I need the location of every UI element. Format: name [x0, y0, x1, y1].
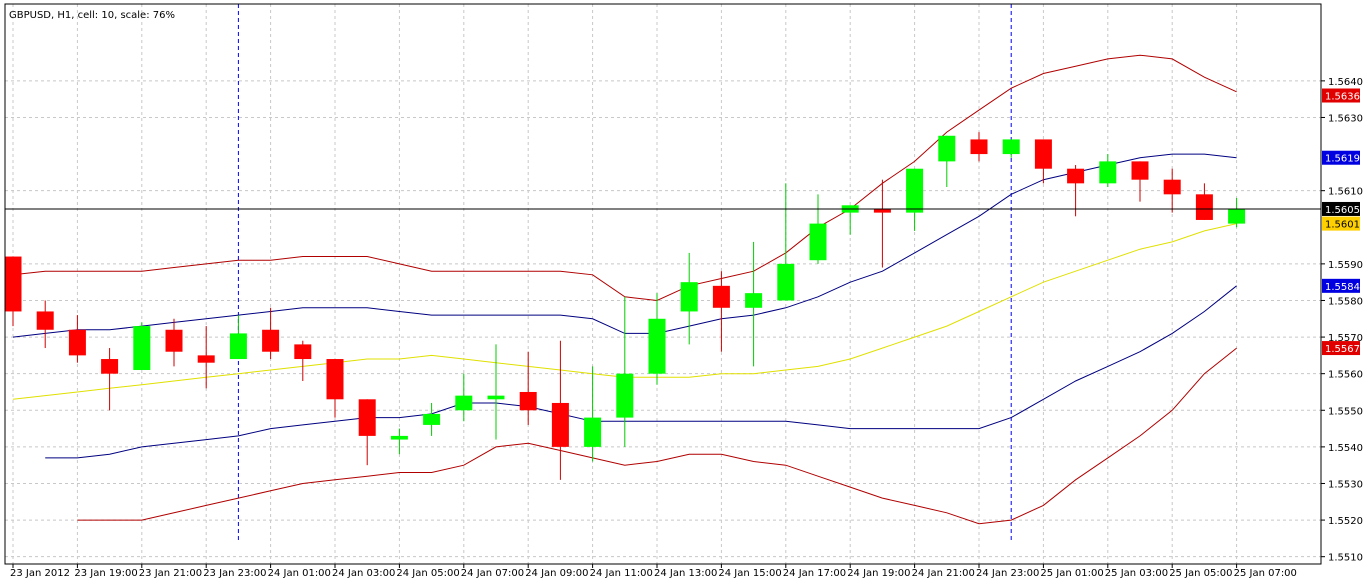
price-marker-bg: [1322, 216, 1360, 231]
candle-body-bear: [36, 311, 54, 330]
candle-body-bull: [745, 293, 763, 308]
candle-body-bull: [777, 263, 795, 301]
y-tick-label: 1.5590: [1328, 260, 1363, 271]
x-tick-label: 24 Jan 09:00: [525, 568, 588, 579]
candle-body-bull: [455, 395, 473, 411]
candle-body-bull: [229, 333, 247, 360]
price-marker-label: 1.5636: [1325, 92, 1360, 103]
chart-title: GBPUSD, H1, cell: 10, scale: 76%: [9, 10, 175, 21]
price-marker-bg: [1322, 88, 1360, 103]
candle-body-bear: [68, 329, 86, 356]
x-tick-label: 23 Jan 2012: [10, 568, 70, 579]
y-tick-label: 1.5610: [1328, 187, 1363, 198]
candle-body-bull: [616, 373, 634, 418]
x-tick-label: 24 Jan 05:00: [396, 568, 459, 579]
price-marker-label: 1.5584: [1325, 282, 1360, 293]
candle-body-bull: [906, 168, 924, 213]
candle-body-bear: [1163, 179, 1181, 195]
plot-frame: [4, 3, 1322, 565]
x-tick-label: 25 Jan 07:00: [1234, 568, 1297, 579]
candle-body-bear: [165, 329, 183, 352]
x-tick-label: 23 Jan 21:00: [139, 568, 202, 579]
price-marker-bg: [1322, 201, 1360, 216]
candle-body-bull: [584, 417, 602, 447]
candle-body-bull: [1099, 161, 1117, 184]
candles: [4, 132, 1246, 480]
series-lower_outer-line: [77, 347, 1237, 525]
x-tick-label: 24 Jan 21:00: [912, 568, 975, 579]
candle-body-bear: [197, 355, 215, 363]
y-tick-label: 1.5630: [1328, 113, 1363, 124]
indicator-lines: [12, 54, 1237, 525]
series-lower_inner-line: [45, 285, 1237, 459]
price-marker-label: 1.5601: [1325, 220, 1360, 231]
price-marker-bg: [1322, 278, 1360, 293]
candle-body-bear: [326, 359, 344, 400]
x-tick-label: 24 Jan 11:00: [590, 568, 653, 579]
y-tick-label: 1.5640: [1328, 77, 1363, 88]
candle-body-bull: [938, 135, 956, 162]
candle-body-bear: [712, 285, 730, 308]
candle-body-bull: [487, 395, 505, 400]
candle-body-bull: [648, 318, 666, 374]
y-tick-label: 1.5520: [1328, 516, 1363, 527]
candle-body-bull: [680, 282, 698, 312]
candle-body-bull: [809, 223, 827, 261]
x-tick-label: 24 Jan 19:00: [847, 568, 910, 579]
grid-lines: [5, 4, 1321, 564]
y-tick-label: 1.5550: [1328, 406, 1363, 417]
x-tick-label: 24 Jan 13:00: [654, 568, 717, 579]
price-marker-bg: [1322, 341, 1360, 356]
candle-body-bull: [423, 413, 441, 425]
candle-body-bull: [1002, 139, 1020, 155]
candle-body-bear: [1067, 168, 1085, 184]
price-marker-label: 1.5567: [1325, 344, 1360, 355]
x-tick-label: 24 Jan 17:00: [783, 568, 846, 579]
candle-body-bear: [1131, 161, 1149, 180]
price-marker-bg: [1322, 150, 1360, 165]
candle-body-bear: [519, 391, 537, 411]
price-marker-label: 1.5619: [1325, 154, 1360, 165]
candle-body-bear: [294, 344, 312, 360]
candle-body-bull: [390, 435, 408, 440]
y-tick-label: 1.5530: [1328, 479, 1363, 490]
candle-body-bull: [1228, 208, 1246, 224]
candle-body-bear: [551, 402, 569, 447]
x-tick-label: 23 Jan 19:00: [74, 568, 137, 579]
y-axis: 1.56401.56301.56101.55901.55801.55701.55…: [1321, 77, 1363, 564]
price-marker-label: 1.5605: [1325, 205, 1360, 216]
candle-body-bear: [970, 139, 988, 155]
x-tick-label: 23 Jan 23:00: [203, 568, 266, 579]
x-tick-label: 24 Jan 07:00: [461, 568, 524, 579]
y-tick-label: 1.5510: [1328, 553, 1363, 564]
x-tick-label: 24 Jan 03:00: [332, 568, 395, 579]
candle-body-bear: [1034, 139, 1052, 169]
y-tick-label: 1.5580: [1328, 296, 1363, 307]
candle-body-bear: [4, 256, 22, 312]
x-tick-label: 24 Jan 15:00: [718, 568, 781, 579]
y-tick-label: 1.5540: [1328, 443, 1363, 454]
candle-body-bear: [1195, 194, 1213, 220]
x-tick-label: 24 Jan 01:00: [268, 568, 331, 579]
candle-body-bear: [358, 399, 376, 436]
candle-body-bull: [133, 326, 151, 371]
day-separators: [237, 4, 1012, 542]
candle-body-bear: [873, 208, 891, 213]
x-tick-label: 25 Jan 05:00: [1169, 568, 1232, 579]
x-tick-label: 25 Jan 01:00: [1040, 568, 1103, 579]
y-tick-label: 1.5570: [1328, 333, 1363, 344]
y-tick-label: 1.5560: [1328, 370, 1363, 381]
x-tick-label: 24 Jan 23:00: [976, 568, 1039, 579]
x-axis: 23 Jan 2012 23 Jan 19:00 23 Jan 21:00 23 Ja…: [10, 564, 1297, 579]
candle-body-bear: [262, 329, 280, 352]
candle-body-bear: [101, 359, 119, 374]
series-upper_outer-line: [12, 54, 1237, 302]
price-markers: 1.5636 1.5619 1.5605 1.5601 1.5584 1.5567: [1322, 88, 1360, 356]
x-tick-label: 25 Jan 03:00: [1105, 568, 1168, 579]
